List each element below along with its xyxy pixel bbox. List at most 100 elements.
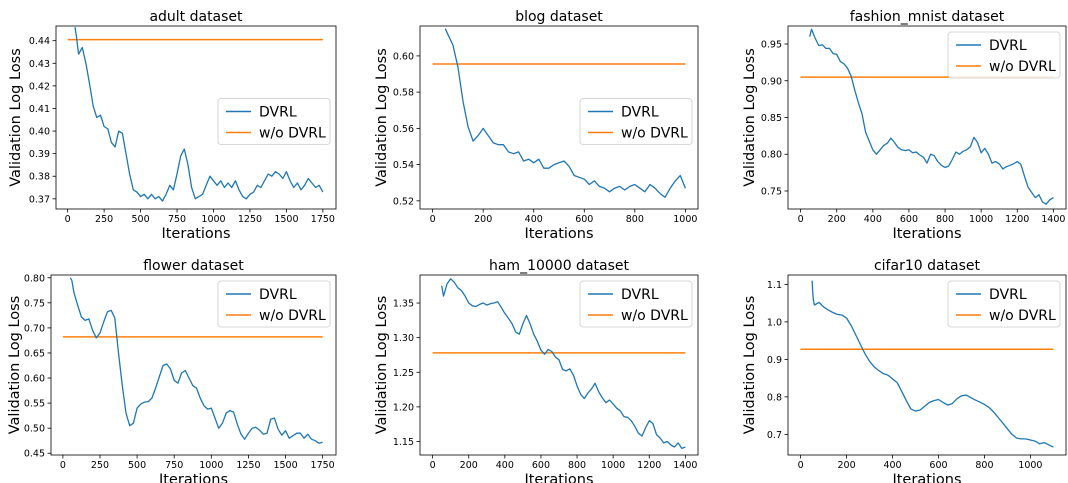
legend: DVRL w/o DVRL	[947, 280, 1061, 328]
x-tick-label: 750	[168, 214, 186, 225]
y-tick-label: 0.45	[24, 449, 45, 460]
x-tick-label: 1500	[274, 214, 298, 225]
subplot-title: ham_10000 dataset	[489, 258, 630, 274]
subplot-2: 0 200 400 600 800 1000 0.52 0.54 0.56 0.58 0.60 blo…	[374, 9, 699, 242]
y-tick-label: 0.60	[24, 374, 45, 385]
x-tick-label: 0	[430, 214, 436, 225]
x-tick-label: 0	[60, 460, 66, 471]
y-tick-label: 0.90	[761, 76, 782, 87]
y-tick-label: 1.20	[393, 402, 414, 413]
y-tick-label: 0.80	[761, 150, 782, 161]
legend-label: DVRL	[621, 105, 659, 121]
legend-label: w/o DVRL	[259, 126, 326, 142]
y-axis-label: Validation Log Loss	[374, 296, 390, 435]
x-tick-label: 200	[474, 214, 492, 225]
legend-label: w/o DVRL	[621, 126, 688, 142]
y-tick-label: 0.60	[393, 51, 414, 62]
y-tick-label: 0.80	[24, 273, 45, 284]
x-tick-label: 1750	[311, 460, 335, 471]
y-tick-label: 0.56	[393, 124, 414, 135]
y-tick-label: 0.37	[29, 194, 50, 205]
x-axis-label: Iterations	[524, 226, 593, 242]
y-tick-label: 0.52	[393, 196, 414, 207]
legend: DVRL w/o DVRL	[579, 98, 693, 145]
x-tick-label: 0	[430, 460, 436, 471]
x-tick-label: 1400	[673, 460, 697, 471]
x-tick-label: 0	[65, 214, 71, 225]
x-tick-label: 200	[838, 460, 856, 471]
axes-frame	[787, 274, 1067, 456]
y-axis-label: Validation Log Loss	[742, 296, 758, 435]
subplot-title: blog dataset	[515, 9, 603, 25]
x-axis-label: Iterations	[892, 472, 961, 483]
axes-frame	[55, 25, 337, 210]
y-tick-label: 0.44	[29, 36, 50, 47]
y-tick-label: 0.42	[29, 81, 50, 92]
axes-frame	[419, 25, 699, 210]
x-tick-label: 600	[929, 460, 947, 471]
x-tick-label: 1000	[673, 214, 697, 225]
y-tick-label: 0.39	[29, 149, 50, 160]
x-tick-label: 400	[883, 460, 901, 471]
y-axis-label: Validation Log Loss	[8, 48, 24, 187]
dvrl-line	[809, 28, 1054, 205]
y-tick-label: 0.8	[767, 392, 782, 403]
legend: DVRL w/o DVRL	[579, 280, 693, 328]
subplot-5: 0 200 400 600 800 1000 1200 1400 1.15 1.20 1.25 1.3…	[374, 258, 699, 483]
y-tick-label: 1.15	[393, 437, 414, 448]
y-tick-label: 1.1	[767, 280, 782, 291]
y-tick-label: 1.25	[393, 368, 414, 379]
legend: DVRL w/o DVRL	[947, 31, 1061, 79]
y-tick-label: 0.58	[393, 88, 414, 99]
x-axis-label: Iterations	[161, 226, 230, 242]
x-tick-label: 800	[626, 214, 644, 225]
legend-label: DVRL	[989, 38, 1027, 54]
x-tick-label: 1000	[1018, 460, 1042, 471]
x-tick-label: 1000	[601, 460, 625, 471]
x-tick-label: 800	[975, 460, 993, 471]
y-tick-label: 0.70	[24, 323, 45, 334]
x-tick-label: 500	[132, 214, 150, 225]
x-tick-label: 1500	[273, 460, 297, 471]
legend-label: w/o DVRL	[259, 308, 326, 324]
x-tick-label: 1250	[238, 214, 262, 225]
x-tick-label: 800	[568, 460, 586, 471]
x-tick-label: 1000	[969, 214, 993, 225]
legend-label: DVRL	[259, 105, 297, 121]
subplot-1: 0 250 500 750 1000 1250 1500 1750 0.37 0.38 0.39 0.…	[8, 9, 337, 242]
x-tick-label: 1400	[1041, 214, 1065, 225]
x-tick-label: 600	[532, 460, 550, 471]
x-axis-label: Iterations	[524, 472, 593, 483]
x-tick-label: 1250	[236, 460, 260, 471]
y-tick-label: 0.38	[29, 172, 50, 183]
axes-frame	[50, 274, 337, 456]
y-tick-label: 0.65	[24, 348, 45, 359]
x-tick-label: 1000	[199, 460, 223, 471]
y-axis-label: Validation Log Loss	[374, 48, 390, 187]
x-tick-label: 600	[575, 214, 593, 225]
legend-label: DVRL	[989, 287, 1027, 303]
y-tick-label: 0.9	[767, 355, 782, 366]
legend-label: w/o DVRL	[621, 308, 688, 324]
x-tick-label: 200	[828, 214, 846, 225]
x-tick-label: 400	[496, 460, 514, 471]
y-tick-label: 0.54	[393, 160, 414, 171]
subplot-3: 0 200 400 600 800 1000 1200 1400 0.75 0.80 0.85 0.9…	[742, 9, 1067, 242]
x-tick-label: 250	[95, 214, 113, 225]
subplot-title: flower dataset	[143, 258, 244, 274]
legend: DVRL w/o DVRL	[217, 98, 331, 145]
legend-label: DVRL	[621, 287, 659, 303]
dvrl-line	[69, 277, 323, 444]
x-tick-label: 1200	[637, 460, 661, 471]
subplot-title: fashion_mnist dataset	[850, 9, 1005, 25]
y-tick-label: 0.7	[767, 430, 782, 441]
y-tick-label: 0.95	[761, 40, 782, 51]
y-tick-label: 1.35	[393, 299, 414, 310]
subplot-title: cifar10 dataset	[874, 258, 981, 274]
x-tick-label: 250	[91, 460, 109, 471]
dvrl-line	[74, 27, 324, 202]
x-tick-label: 0	[798, 214, 804, 225]
legend: DVRL w/o DVRL	[217, 280, 331, 328]
x-tick-label: 1750	[311, 214, 335, 225]
x-tick-label: 1000	[201, 214, 225, 225]
